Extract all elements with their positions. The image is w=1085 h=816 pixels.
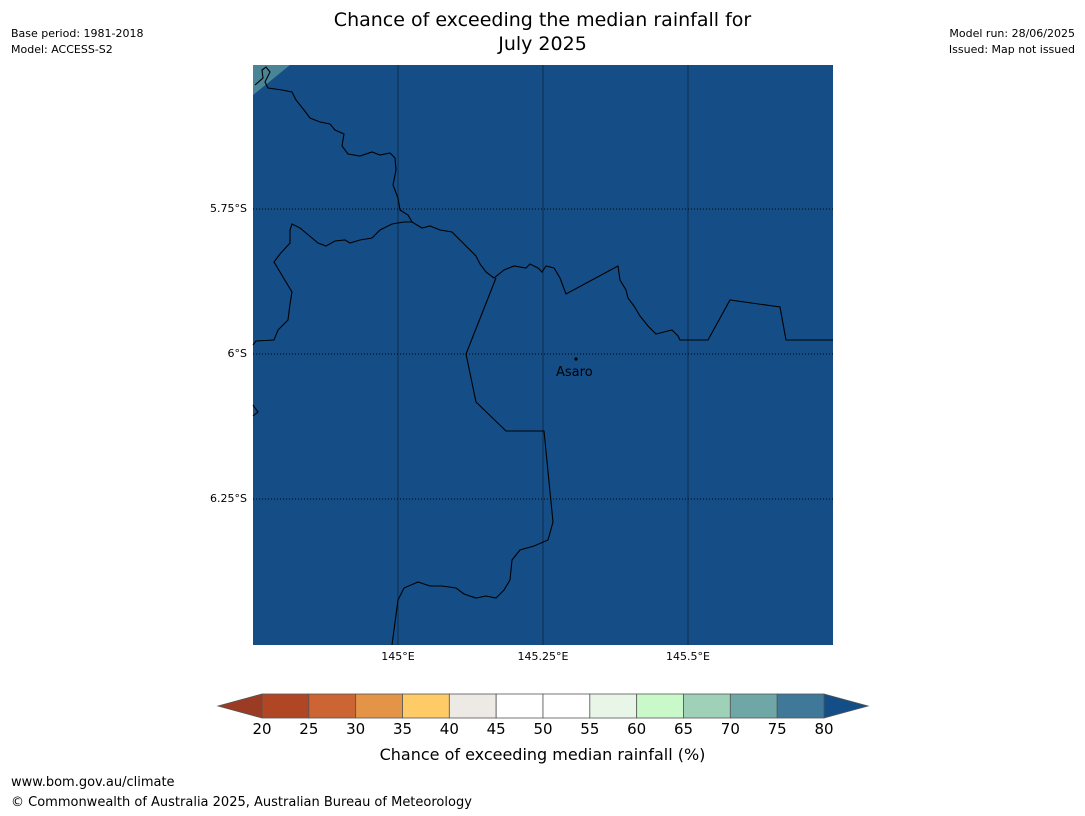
title-line-2: July 2025 — [498, 33, 587, 55]
model-name: Model: ACCESS-S2 — [11, 43, 113, 56]
colorbar-tick-label: 40 — [439, 720, 459, 738]
colorbar-tick-label: 30 — [346, 720, 366, 738]
colorbar-tick-label: 45 — [486, 720, 506, 738]
lat-label-6: 6°S — [227, 347, 247, 360]
issued-status: Issued: Map not issued — [948, 43, 1075, 56]
boundary-line-west — [391, 277, 554, 646]
footer-copyright: © Commonwealth of Australia 2025, Austra… — [11, 795, 472, 810]
meta-left: Base period: 1981-2018 Model: ACCESS-S2 — [11, 26, 143, 58]
colorbar-tick-label: 20 — [252, 720, 272, 738]
title-line-1: Chance of exceeding the median rainfall … — [333, 9, 752, 31]
meta-right: Model run: 28/06/2025 Issued: Map not is… — [949, 26, 1075, 58]
asaro-marker — [574, 357, 578, 361]
colorbar-tick-label: 80 — [814, 720, 834, 738]
lat-label-5-75: 5.75°S — [210, 202, 247, 215]
lon-label-145-5: 145.5°E — [666, 650, 710, 663]
base-period: Base period: 1981-2018 — [11, 27, 144, 40]
footer-url[interactable]: www.bom.gov.au/climate — [11, 775, 175, 790]
colorbar-tick-label: 50 — [533, 720, 553, 738]
lon-label-145-25: 145.25°E — [517, 650, 569, 663]
colorbar-tick-label: 65 — [673, 720, 694, 738]
colorbar-tick-label: 70 — [720, 720, 740, 738]
colorbar-tick-label: 35 — [392, 720, 413, 738]
asaro-label: Asaro — [556, 365, 593, 380]
colorbar-tick-label: 25 — [299, 720, 319, 738]
boundary-line-north — [252, 66, 413, 346]
colorbar-tick-label: 60 — [627, 720, 647, 738]
lon-label-145: 145°E — [381, 650, 415, 663]
boundary-line-edge — [252, 404, 259, 417]
colorbar-label: Chance of exceeding median rainfall (%) — [379, 745, 706, 764]
lat-label-6-25: 6.25°S — [210, 492, 247, 505]
map-title: Chance of exceeding the median rainfall … — [0, 8, 1085, 56]
boundary-line-central — [411, 221, 833, 341]
model-run: Model run: 28/06/2025 — [949, 27, 1075, 40]
colorbar-tick-label: 55 — [580, 720, 600, 738]
colorbar-tick-label: 75 — [767, 720, 787, 738]
